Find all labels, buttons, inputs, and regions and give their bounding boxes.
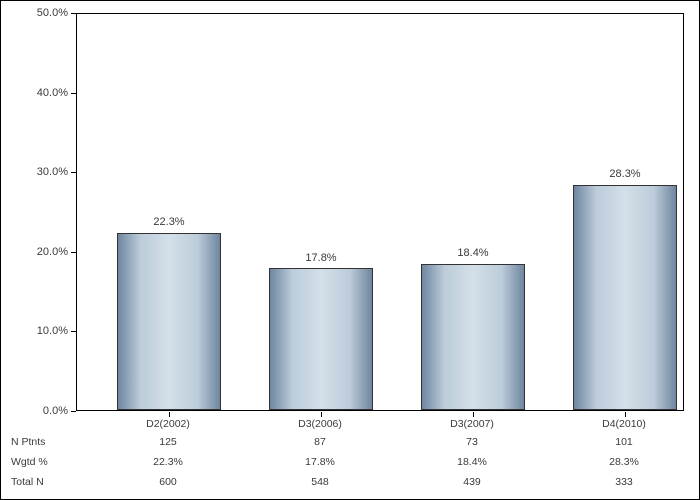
bar-label: 22.3% (153, 216, 184, 228)
y-tick-label: 50.0% (37, 7, 68, 19)
bar-d4-2010 (573, 185, 677, 410)
chart-container: 0.0% 10.0% 20.0% 30.0% 40.0% 50.0% 22.3%… (0, 0, 700, 500)
x-tick-mark (169, 412, 170, 417)
x-category-label: D4(2010) (602, 418, 646, 430)
bar-d2-2002 (117, 233, 221, 411)
x-category-label: D2(2002) (146, 418, 190, 430)
y-tick-label: 10.0% (37, 325, 68, 337)
y-tick-label: 20.0% (37, 246, 68, 258)
bar-label: 18.4% (457, 247, 488, 259)
table-cell: 101 (615, 436, 633, 448)
table-cell: 28.3% (609, 456, 639, 468)
table-cell: 22.3% (153, 456, 183, 468)
bars: 22.3% 17.8% 18.4% 28.3% (77, 14, 683, 410)
table-row-label: N Ptnts (11, 436, 71, 448)
bar-label: 17.8% (305, 252, 336, 264)
table-cell: 600 (159, 476, 177, 488)
x-category-label: D3(2006) (298, 418, 342, 430)
table-cell: 125 (159, 436, 177, 448)
table-row-label: Total N (11, 476, 71, 488)
y-tick-label: 30.0% (37, 166, 68, 178)
x-category-label: D3(2007) (450, 418, 494, 430)
y-axis: 0.0% 10.0% 20.0% 30.0% 40.0% 50.0% (1, 13, 76, 411)
table-cell: 87 (314, 436, 326, 448)
bar-label: 28.3% (609, 168, 640, 180)
table-cell: 73 (466, 436, 478, 448)
table-cell: 333 (615, 476, 633, 488)
table-cell: 18.4% (457, 456, 487, 468)
table-cell: 548 (311, 476, 329, 488)
table-cell: 439 (463, 476, 481, 488)
plot-area: 22.3% 17.8% 18.4% 28.3% (76, 13, 684, 411)
table-cell: 17.8% (305, 456, 335, 468)
table-row-label: Wgtd % (11, 456, 71, 468)
x-tick-mark (321, 412, 322, 417)
y-tick-mark (71, 411, 76, 412)
x-tick-mark (473, 412, 474, 417)
bar-d3-2007 (421, 264, 525, 411)
y-tick-label: 40.0% (37, 87, 68, 99)
y-tick-label: 0.0% (43, 405, 68, 417)
bar-d3-2006 (269, 268, 373, 410)
x-tick-mark (625, 412, 626, 417)
